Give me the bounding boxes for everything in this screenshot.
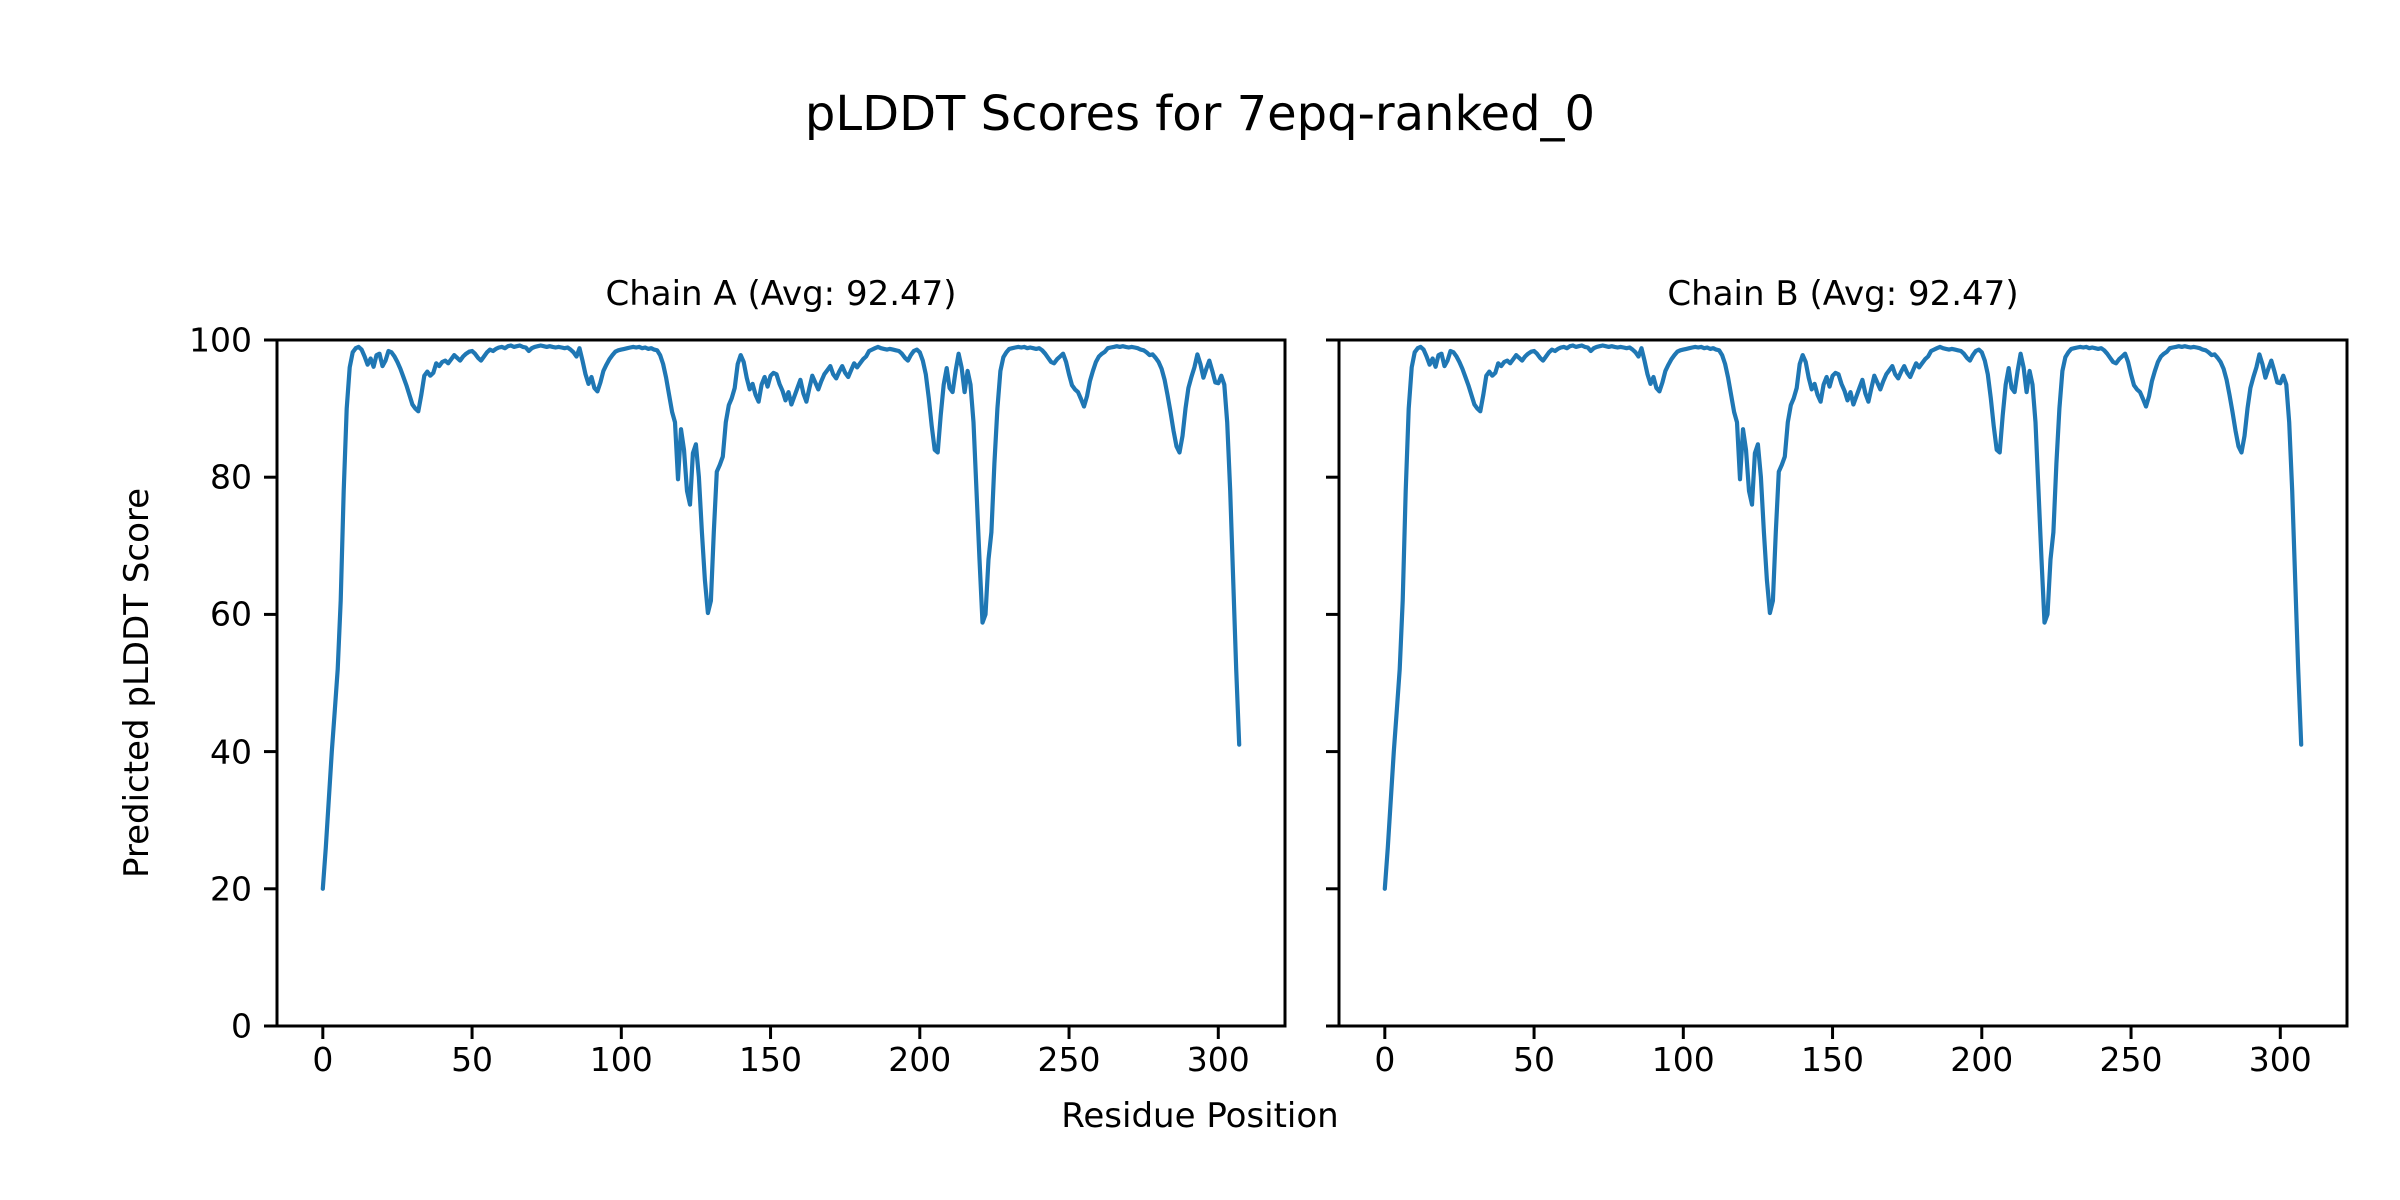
x-tick-labels: 0 50 100 150 200 250 300 [1339,1040,2347,1086]
plot-canvas-chain-a [264,338,1287,1039]
y-tick-labels [1167,340,1314,1026]
subplot-title-chain-a: Chain A (Avg: 92.47) [605,274,957,314]
plddt-line [1382,343,2304,891]
y-tick-label: 0 [231,1006,252,1046]
x-ticks [1383,1026,2282,1039]
x-tick-labels: 0 50 100 150 200 250 300 [277,1040,1285,1086]
y-tick-label: 100 [189,320,252,360]
x-tick-label: 150 [1801,1040,1865,1079]
x-ticks [321,1026,1220,1039]
axes-frame [275,338,1287,1028]
y-axis-label: Predicted pLDDT Score [117,487,157,879]
x-tick-label: 200 [888,1040,952,1079]
subplot-title-chain-b: Chain B (Avg: 92.47) [1667,274,2019,314]
plddt-line [320,343,1242,891]
x-tick-label: 100 [589,1040,653,1079]
x-tick-label: 100 [1651,1040,1715,1079]
x-tick-label: 200 [1950,1040,2014,1079]
x-tick-label: 50 [1513,1040,1556,1079]
y-tick-label: 20 [210,869,252,909]
x-axis-label: Residue Position [1061,1096,1339,1136]
x-tick-label: 50 [451,1040,494,1079]
subplot-chain-a: Chain A (Avg: 92.47) 0 20 40 60 80 100 0 50 100… [189,274,1287,1079]
x-tick-label: 0 [1374,1040,1396,1079]
figure-suptitle: pLDDT Scores for 7epq-ranked_0 [804,86,1596,142]
y-ticks [1326,338,1339,1028]
x-tick-label: 0 [312,1040,334,1079]
y-ticks [264,338,277,1028]
y-tick-label: 60 [210,594,252,634]
y-tick-labels: 0 20 40 60 80 100 [105,321,252,1046]
y-tick-label: 80 [210,457,252,497]
x-tick-label: 250 [1037,1040,1101,1079]
x-tick-label: 300 [1186,1040,1250,1079]
y-tick-label: 40 [210,732,252,772]
x-tick-label: 150 [739,1040,803,1079]
axes-frame [1337,338,2349,1028]
x-tick-label: 250 [2099,1040,2163,1079]
x-tick-label: 300 [2248,1040,2312,1079]
subplot-chain-b: Chain B (Avg: 92.47) 0 50 100 150 200 250 300 [1326,274,2349,1079]
plot-canvas-chain-b [1326,338,2349,1039]
